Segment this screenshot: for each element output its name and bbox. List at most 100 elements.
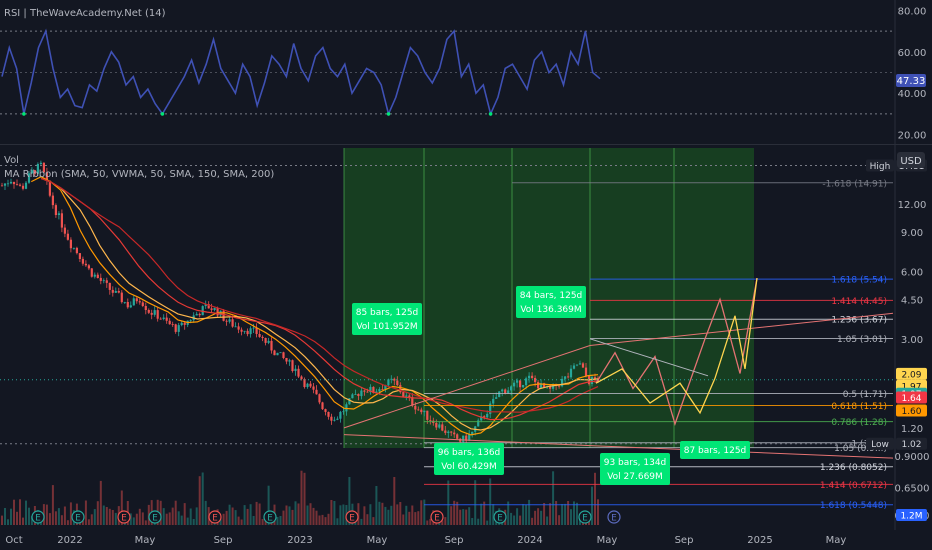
volume-bar xyxy=(180,515,183,525)
rsi-title: RSI | TheWaveAcademy.Net (14) xyxy=(4,8,166,19)
candle-body xyxy=(390,378,393,380)
volume-bar xyxy=(336,518,339,525)
candle-body xyxy=(264,338,267,343)
earnings-marker[interactable]: E xyxy=(578,510,592,524)
candle-body xyxy=(168,320,171,325)
candle-body xyxy=(519,380,522,388)
candle-body xyxy=(3,183,7,186)
time-axis[interactable]: Oct 2022 May Sep 2023 May Sep 2024 May Sep 2025 May xyxy=(0,530,932,550)
volume-bar xyxy=(48,513,51,525)
projection-wave-a[interactable] xyxy=(595,277,758,427)
candle-body xyxy=(477,420,480,427)
candle-body xyxy=(30,170,33,174)
volume-bar xyxy=(597,499,599,525)
volume-bar xyxy=(312,507,315,525)
rsi-oversold-point xyxy=(386,112,391,116)
earnings-marker[interactable]: E xyxy=(71,510,85,524)
volume-bar xyxy=(183,503,186,525)
earnings-marker[interactable]: E xyxy=(263,510,277,524)
candle-body xyxy=(543,383,546,388)
volume-bar xyxy=(144,520,147,525)
candle-body xyxy=(99,277,102,281)
volume-bar xyxy=(411,505,414,525)
volume-bar xyxy=(492,504,495,525)
rsi-oversold-point xyxy=(488,112,493,116)
candle-body xyxy=(57,213,60,215)
volume-bar xyxy=(363,506,366,525)
price-y-tick: 12.00 xyxy=(898,200,927,211)
earnings-marker[interactable]: E xyxy=(493,510,507,524)
date-range-box[interactable] xyxy=(424,148,512,448)
projection-wave-b[interactable] xyxy=(595,278,758,415)
volume-bar xyxy=(507,501,510,525)
earnings-marker[interactable]: E xyxy=(430,510,444,524)
fib-level-label: -1.618 (14.91) xyxy=(822,179,887,189)
fib-level-label: 0.5 (1.71) xyxy=(843,390,887,400)
candle-body xyxy=(246,330,249,335)
volume-bar xyxy=(324,517,327,525)
candle-body xyxy=(417,409,420,411)
volume-bar xyxy=(360,518,363,525)
earnings-marker[interactable]: E xyxy=(208,510,222,524)
candle-body xyxy=(87,265,90,269)
candle-body xyxy=(15,184,19,185)
volume-bar xyxy=(591,486,593,525)
volume-bar xyxy=(225,510,228,525)
candle-body xyxy=(495,397,498,399)
candle-body xyxy=(336,418,339,420)
volume-bar xyxy=(99,480,102,525)
candle-body xyxy=(105,280,108,283)
svg-text:E: E xyxy=(75,514,81,524)
candle-body xyxy=(24,182,28,189)
candle-body xyxy=(423,410,426,413)
candle-body xyxy=(117,291,120,293)
projection-arrow[interactable] xyxy=(589,338,709,377)
range-label-line1: 93 bars, 134d xyxy=(604,458,667,468)
currency-button[interactable] xyxy=(897,152,925,168)
earnings-marker[interactable]: E xyxy=(148,510,162,524)
volume-bar xyxy=(261,519,264,525)
volume-bar xyxy=(567,501,570,525)
candle-body xyxy=(399,385,402,393)
candle-body xyxy=(384,385,387,390)
candle-body xyxy=(558,385,561,387)
earnings-marker[interactable]: E xyxy=(31,510,45,524)
candle-body xyxy=(303,379,306,387)
low-tag xyxy=(866,437,894,450)
date-range-box[interactable] xyxy=(674,148,754,448)
candle-body xyxy=(222,310,225,321)
trendline-lower[interactable] xyxy=(343,434,894,459)
price-chart[interactable]: -1.618 (14.91) 1.618 (5.54) 1.414 (4.45) 1.… xyxy=(0,145,932,530)
candle-body xyxy=(237,326,240,330)
candle-body xyxy=(156,310,159,319)
volume-bar xyxy=(402,514,405,525)
volume-bar xyxy=(129,513,132,525)
date-range-box[interactable] xyxy=(590,148,674,448)
candle-body xyxy=(480,416,483,421)
volume-bar xyxy=(480,503,483,525)
volume-bar xyxy=(459,509,462,525)
candle-body xyxy=(282,352,285,358)
rsi-pane[interactable]: RSI | TheWaveAcademy.Net (14) 80.00 60.00… xyxy=(0,0,932,145)
earnings-marker[interactable]: E xyxy=(345,510,359,524)
volume-bar xyxy=(132,517,135,525)
earnings-marker[interactable]: E xyxy=(117,510,131,524)
candle-body xyxy=(18,184,22,186)
price-tag xyxy=(896,367,927,380)
price-pane[interactable]: -1.618 (14.91) 1.618 (5.54) 1.414 (4.45) 1.… xyxy=(0,145,932,530)
range-label-line2: Vol 136.369M xyxy=(520,305,581,315)
volume-bar xyxy=(96,501,99,525)
trendline-upper[interactable] xyxy=(343,312,894,429)
volume-bar xyxy=(471,518,474,525)
volume-bar xyxy=(1,515,3,525)
date-range-label: 93 bars, 134d Vol 27.669M xyxy=(600,453,670,485)
fib-level-label: 1.414 (4.45) xyxy=(831,297,887,307)
candle-body xyxy=(578,363,582,365)
rsi-chart[interactable]: RSI | TheWaveAcademy.Net (14) 80.00 60.00… xyxy=(0,0,932,145)
volume-bar xyxy=(309,503,312,525)
svg-text:E: E xyxy=(267,514,273,524)
earnings-marker[interactable]: E xyxy=(607,510,621,524)
volume-bar xyxy=(519,515,522,525)
volume-bar xyxy=(258,503,261,525)
volume-bar xyxy=(333,501,336,525)
